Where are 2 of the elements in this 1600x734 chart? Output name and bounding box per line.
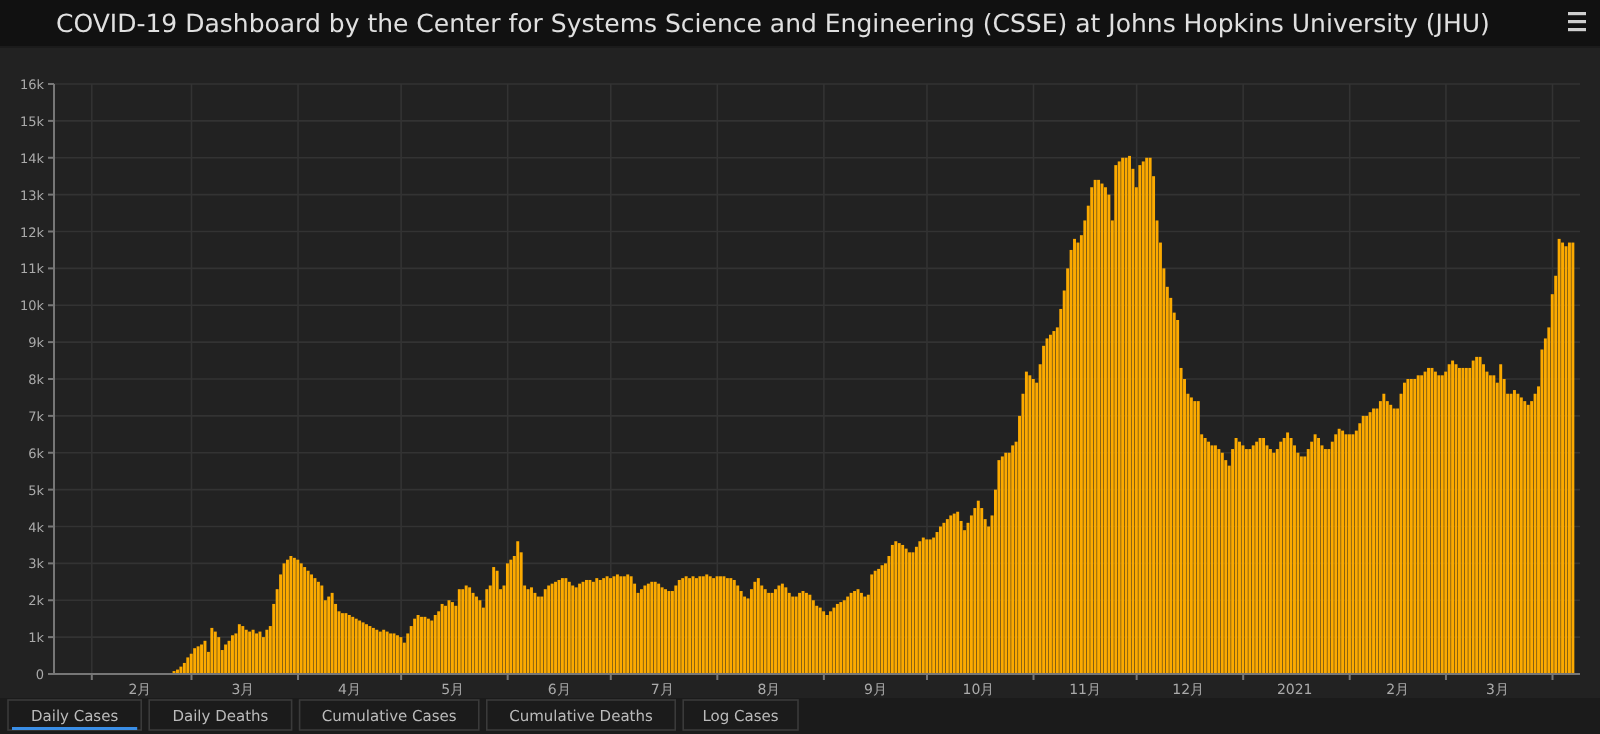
chart-title: COVID-19 Dashboard by the Center for Systems Science and Engineering (CSSE) at Johns Hopkins University (JHU) [56, 8, 1490, 38]
header: COVID-19 Dashboard by the Center for Systems Science and Engineering (CSSE) at Johns Hopkins University (JHU) [0, 0, 1600, 46]
